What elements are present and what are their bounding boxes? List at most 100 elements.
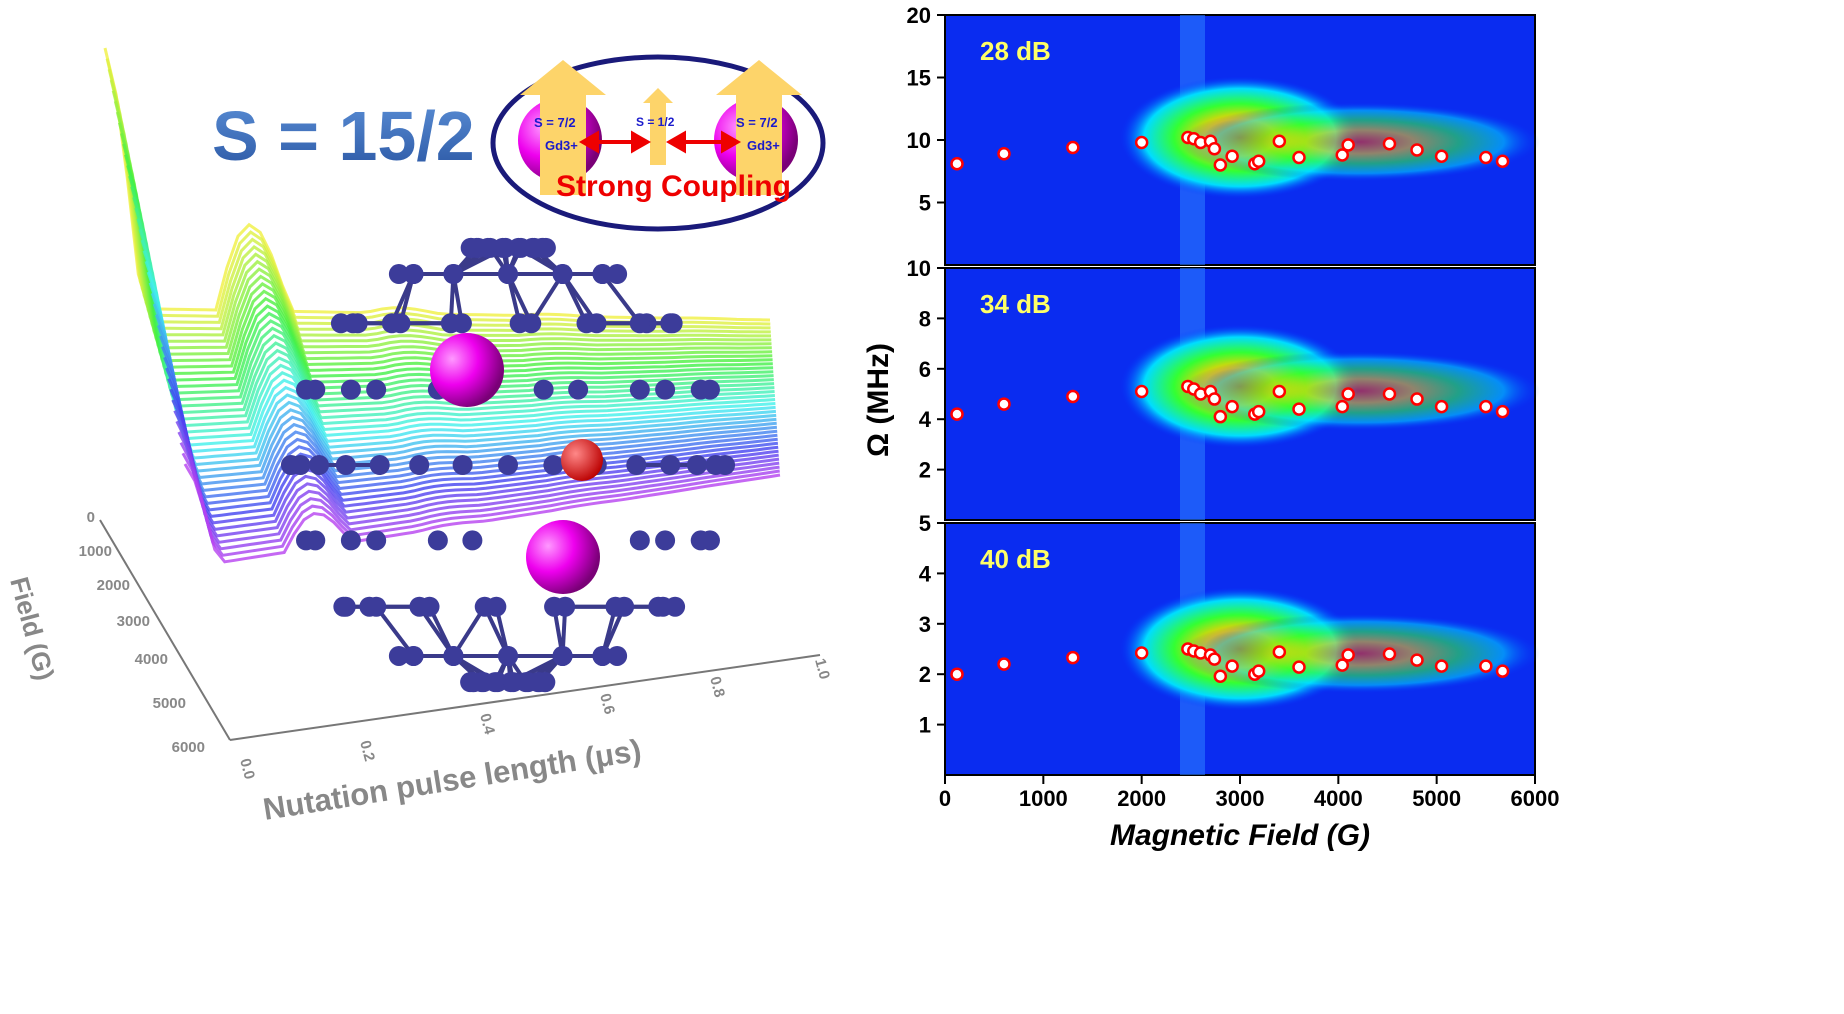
carbon-atom [388, 264, 409, 285]
carbon-atom [655, 379, 676, 400]
carbon-atom [473, 672, 494, 693]
carbon-atom [690, 530, 711, 551]
spin-title: S = 15/2 [212, 97, 475, 175]
carbon-atom [290, 455, 311, 475]
data-point [1382, 137, 1397, 151]
carbon-atom [443, 264, 464, 285]
carbon-atom [660, 455, 681, 475]
carbon-atom [503, 672, 524, 693]
data-point [1434, 399, 1449, 414]
panel-0: 28 dB 5 10 15 20 [907, 3, 1540, 266]
waterfall-trace [154, 314, 777, 473]
data-point [1335, 148, 1350, 162]
data-point [997, 397, 1011, 411]
x-tick-label: 0 [939, 786, 951, 811]
field-tick: 2000 [97, 577, 130, 594]
carbon-atom [296, 379, 317, 400]
waterfall-trace [177, 431, 780, 544]
fullerene-cage [280, 237, 736, 693]
x-tick-label: 4000 [1314, 786, 1363, 811]
waterfall-trace [142, 250, 775, 434]
carbon-atom [498, 455, 518, 475]
field-tick: 5000 [153, 695, 186, 712]
data-point [1213, 158, 1228, 172]
carbon-atom [715, 455, 736, 475]
time-tick: 0.8 [706, 675, 728, 700]
central-atom [561, 439, 603, 481]
data-point [1382, 387, 1397, 401]
carbon-atom [592, 264, 613, 285]
time-tick: 1.0 [811, 657, 833, 682]
data-point [1225, 659, 1239, 673]
carbon-atom [699, 379, 720, 400]
data-point [1341, 138, 1355, 152]
nutation-frequency-maps: 28 dB 5 10 15 20 34 dB 2 4 6 8 10 40 dB 1 2 3 4 5 0 1000 20… [907, 3, 1560, 811]
carbon-atom [614, 596, 635, 617]
panel-attenuation-label: 40 dB [980, 544, 1051, 574]
data-point [1207, 142, 1222, 156]
carbon-atom [626, 455, 647, 475]
waterfall-trace [146, 271, 776, 447]
carbon-atom [653, 596, 674, 617]
data-point [1207, 652, 1222, 666]
heatmap-tail [1180, 102, 1540, 182]
carbon-atom [533, 379, 554, 400]
carbon-atom [544, 596, 565, 617]
waterfall-trace [181, 452, 780, 557]
carbon-atom [366, 379, 387, 400]
carbon-atom [462, 530, 483, 551]
data-point [1272, 134, 1287, 148]
carbon-atom [340, 379, 361, 400]
data-point [1213, 409, 1228, 424]
data-point [1335, 658, 1350, 672]
y-tick-label: 4 [919, 561, 932, 586]
data-point [1341, 387, 1355, 401]
strong-coupling-label: Strong Coupling [556, 170, 791, 203]
carbon-atom [498, 264, 518, 285]
data-point [1225, 399, 1239, 414]
carbon-atom [381, 313, 402, 334]
x-tick-label: 1000 [1019, 786, 1068, 811]
carbon-atom [655, 530, 676, 551]
waterfall-trace [165, 367, 778, 505]
y-tick-label: 2 [919, 458, 931, 483]
carbon-atom [347, 313, 368, 334]
spin-arrow-left [520, 60, 606, 195]
data-point [950, 667, 964, 681]
right-ion-label: Gd3+ [747, 138, 780, 153]
cage-bond [600, 272, 642, 325]
waterfall-trace [144, 260, 776, 441]
time-tick: 0.6 [596, 692, 618, 717]
carbon-atom [607, 645, 628, 666]
data-point [1292, 150, 1306, 165]
right-spin-label: S = 7/2 [736, 115, 778, 130]
carbon-atom [366, 530, 387, 551]
y-tick-label: 2 [919, 662, 931, 687]
waterfall-trace [183, 463, 781, 564]
carbon-atom [576, 313, 597, 334]
data-point [950, 157, 964, 171]
data-point [950, 407, 964, 421]
data-point [1479, 399, 1493, 414]
carbon-atom [474, 596, 495, 617]
data-point [1382, 647, 1397, 661]
data-point [1410, 143, 1424, 157]
y-tick-label: 1 [919, 713, 931, 738]
carbon-atom [359, 596, 380, 617]
data-point [997, 147, 1011, 161]
data-point [1335, 399, 1350, 414]
y-tick-label: 10 [907, 256, 931, 281]
gd-atom-upper [430, 333, 504, 407]
x-tick-label: 6000 [1511, 786, 1560, 811]
data-point [1410, 653, 1424, 667]
time-tick: 0.0 [236, 757, 258, 782]
waterfall-trace [103, 47, 771, 322]
time-tick: 0.2 [356, 739, 378, 764]
carbon-atom [568, 379, 589, 400]
carbon-atom [335, 455, 356, 475]
data-point [997, 657, 1011, 671]
carbon-atom [529, 672, 550, 693]
panel-1: 34 dB 2 4 6 8 10 [907, 256, 1540, 521]
